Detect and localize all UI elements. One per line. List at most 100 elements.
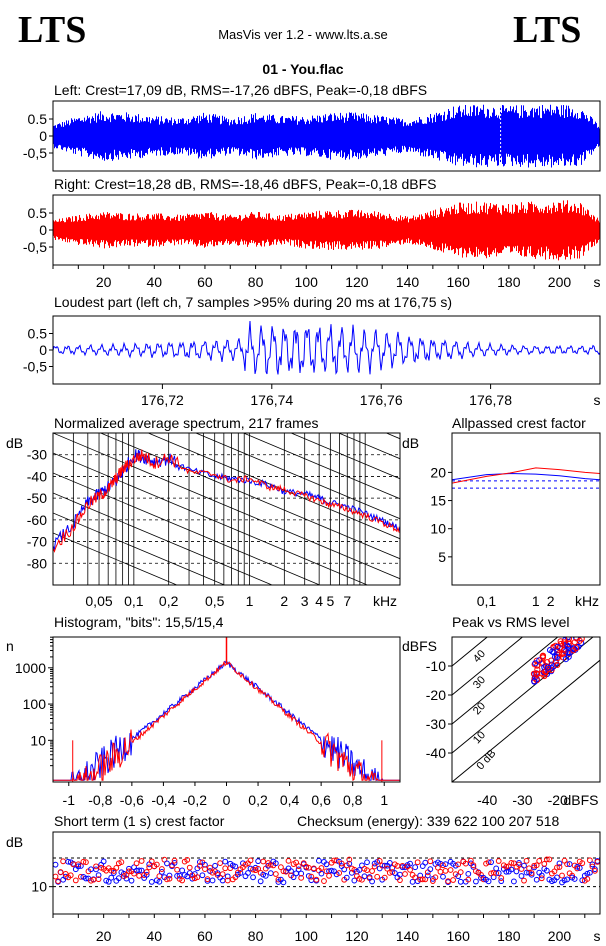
waveform-right-xtick-label: 100 <box>295 274 319 290</box>
short-term-point <box>407 866 413 873</box>
short-term-point <box>586 869 593 876</box>
short-term-point <box>202 866 208 872</box>
spectrum-ytick-label: -50 <box>27 490 47 506</box>
waveform-right-xtick-label: 60 <box>197 274 213 290</box>
spectrum-series-right <box>53 449 400 553</box>
peak-vs-rms-point <box>571 627 576 632</box>
histogram-xtick-label: 0 <box>223 792 231 808</box>
short-term-point <box>166 872 173 879</box>
short-term-point <box>260 858 267 865</box>
peak-vs-rms-ytick-label: -10 <box>426 658 446 674</box>
waveform-right-xtick-label: 40 <box>147 274 163 290</box>
short-term-point <box>57 869 64 875</box>
short-term-point <box>586 857 593 864</box>
short-term-xtick-label: 180 <box>497 928 521 944</box>
histogram-xtick-label: 0,2 <box>248 792 268 808</box>
peak-vs-rms-crest-label: 30 <box>471 674 488 691</box>
spectrum-slope-line <box>194 433 400 520</box>
peak-vs-rms-xlabel: dBFS <box>563 792 598 808</box>
short-term-point <box>164 860 170 867</box>
short-term-point <box>495 858 502 864</box>
peak-vs-rms-point <box>561 639 568 646</box>
short-term-point <box>60 858 67 865</box>
loudest-part-xtick-label: 176,76 <box>360 392 403 408</box>
short-term-point <box>361 873 368 880</box>
short-term-ylabel: dB <box>6 834 23 850</box>
peak-vs-rms-point <box>554 654 561 661</box>
short-term-point <box>427 866 434 873</box>
short-term-point <box>467 857 474 864</box>
short-term-point <box>323 861 330 868</box>
peak-vs-rms-point <box>578 637 585 642</box>
peak-vs-rms-point <box>538 670 546 677</box>
peak-vs-rms-point <box>534 666 541 673</box>
waveform-left-ytick-label: -0,5 <box>23 145 47 161</box>
short-term-point <box>138 867 145 874</box>
short-term-point <box>207 864 213 871</box>
short-term-point <box>493 870 500 877</box>
short-term-xtick-label: 60 <box>197 928 213 944</box>
short-term-point <box>113 865 120 871</box>
short-term-point <box>189 875 196 882</box>
short-term-point <box>224 873 231 880</box>
loudest-part-ytick-label: -0,5 <box>23 359 47 375</box>
histogram-ytick-label: 1000 <box>15 660 46 676</box>
peak-vs-rms-point <box>554 643 561 650</box>
histogram-title: Histogram, "bits": 15,5/15,4 <box>54 614 224 630</box>
short-term-point <box>194 874 201 881</box>
short-term-xtick-label: 200 <box>548 928 572 944</box>
short-term-point <box>110 870 117 876</box>
short-term-point <box>493 865 500 872</box>
short-term-point <box>62 873 69 880</box>
short-term-point <box>171 857 178 864</box>
short-term-point <box>219 871 226 878</box>
short-term-xtick-label: 40 <box>147 928 163 944</box>
short-term-point <box>554 874 560 881</box>
loudest-part-xunit: s <box>594 392 601 408</box>
short-term-point <box>222 858 229 865</box>
allpassed-xtick-label: 2 <box>547 593 555 609</box>
short-term-checksum: Checksum (energy): 339 622 100 207 518 <box>297 813 559 829</box>
short-term-xtick-label: 140 <box>396 928 420 944</box>
short-term-point <box>280 879 287 886</box>
short-term-point <box>267 870 274 877</box>
short-term-point <box>528 871 535 878</box>
short-term-point <box>564 861 570 868</box>
short-term-point <box>55 878 61 885</box>
short-term-point <box>247 857 254 864</box>
spectrum-slope-line <box>337 433 400 460</box>
short-term-point <box>442 868 449 874</box>
short-term-point <box>546 856 553 863</box>
short-term-point <box>356 875 363 882</box>
short-term-point <box>470 863 477 870</box>
short-term-point <box>179 877 186 884</box>
peak-vs-rms-point <box>548 657 555 664</box>
short-term-point <box>257 878 264 885</box>
short-term-point <box>422 859 429 866</box>
short-term-point <box>148 858 155 865</box>
short-term-point <box>521 877 527 884</box>
spectrum-xtick-label: 2 <box>280 593 288 609</box>
short-term-point <box>310 865 317 872</box>
short-term-point <box>128 877 135 884</box>
short-term-point <box>554 864 560 871</box>
spectrum-xtick-label: 4 <box>315 593 323 609</box>
allpassed-ytick-label: 15 <box>430 493 446 509</box>
waveform-right-trace <box>53 200 600 261</box>
short-term-point <box>174 866 180 873</box>
short-term-point <box>171 860 178 866</box>
short-term-point <box>455 873 462 880</box>
short-term-point <box>465 870 472 877</box>
short-term-point <box>60 876 67 883</box>
short-term-point <box>566 861 573 867</box>
short-term-point <box>318 870 325 877</box>
peak-vs-rms-crest-label: 40 <box>471 648 488 665</box>
allpassed-ytick-label: 20 <box>430 464 446 480</box>
short-term-point <box>561 877 568 884</box>
peak-vs-rms-point <box>577 628 582 633</box>
short-term-xtick-label: 20 <box>96 928 112 944</box>
short-term-point <box>442 861 449 868</box>
short-term-point <box>518 866 525 872</box>
short-term-point <box>158 869 165 875</box>
